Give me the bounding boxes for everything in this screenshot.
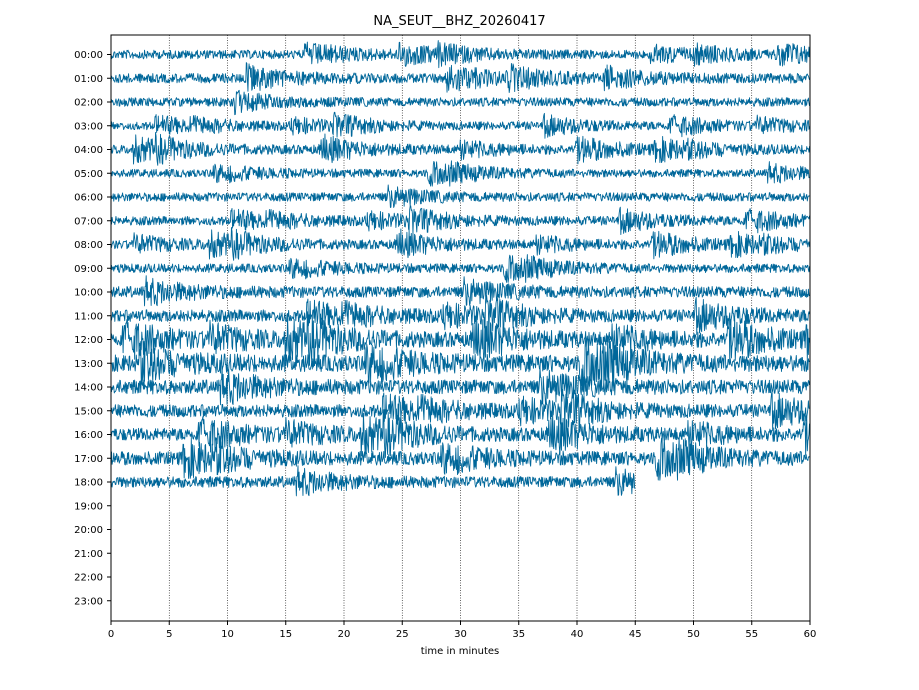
x-tick-label-9: 45 [629, 629, 642, 640]
y-tick-label-4: 04:00 [74, 145, 103, 156]
y-tick-label-10: 10:00 [74, 288, 103, 299]
trace-0900 [110, 254, 810, 283]
y-tick-label-5: 05:00 [74, 169, 103, 180]
x-tick-label-10: 50 [687, 629, 700, 640]
grid-lines [168, 35, 753, 621]
x-tick-label-0: 0 [108, 629, 114, 640]
trace-0700 [110, 205, 810, 235]
y-tick-label-20: 20:00 [74, 525, 103, 536]
y-tick-label-19: 19:00 [74, 501, 103, 512]
trace-0800 [110, 227, 810, 261]
trace-1800 [110, 465, 636, 497]
x-tick-label-8: 40 [571, 629, 584, 640]
y-tick-label-2: 02:00 [74, 98, 103, 109]
y-tick-label-21: 21:00 [74, 549, 103, 560]
y-tick-label-14: 14:00 [74, 383, 103, 394]
y-tick-label-18: 18:00 [74, 478, 103, 489]
x-tick-label-5: 25 [396, 629, 409, 640]
trace-0000 [110, 40, 810, 69]
trace-1600 [110, 409, 810, 458]
trace-1700 [110, 436, 810, 481]
y-tick-label-3: 03:00 [74, 121, 103, 132]
y-tick-label-8: 08:00 [74, 240, 103, 251]
y-tick-label-16: 16:00 [74, 430, 103, 441]
trace-1500 [110, 388, 810, 432]
trace-0500 [110, 160, 810, 187]
y-axis: 00:00 01:00 02:00 03:00 04:00 05:00 06:00 07:00… [74, 50, 111, 607]
x-tick-label-4: 20 [338, 629, 351, 640]
trace-1400 [110, 365, 810, 406]
chart-title: NA_SEUT__BHZ_20260417 [373, 14, 545, 29]
x-tick-label-2: 10 [221, 629, 234, 640]
trace-0100 [110, 62, 810, 93]
x-axis-label: time in minutes [421, 646, 500, 657]
x-axis: 0 5 10 15 20 25 30 35 40 45 50 55 60 [108, 621, 817, 640]
trace-1000 [110, 275, 810, 307]
trace-1200 [110, 311, 810, 366]
y-tick-label-23: 23:00 [74, 596, 103, 607]
trace-1100 [110, 295, 810, 335]
trace-0600 [110, 184, 810, 208]
trace-0300 [110, 111, 810, 139]
trace-0400 [110, 132, 810, 166]
y-tick-label-6: 06:00 [74, 193, 103, 204]
y-tick-label-12: 12:00 [74, 335, 103, 346]
x-tick-label-3: 15 [279, 629, 292, 640]
x-tick-label-6: 30 [454, 629, 467, 640]
x-tick-label-7: 35 [512, 629, 525, 640]
y-tick-label-17: 17:00 [74, 454, 103, 465]
y-tick-label-22: 22:00 [74, 573, 103, 584]
y-tick-label-0: 00:00 [74, 50, 103, 61]
trace-0200 [110, 89, 810, 116]
y-tick-label-13: 13:00 [74, 359, 103, 370]
y-tick-label-9: 09:00 [74, 264, 103, 275]
y-tick-label-7: 07:00 [74, 216, 103, 227]
y-tick-label-11: 11:00 [74, 311, 103, 322]
x-tick-label-1: 5 [166, 629, 172, 640]
y-tick-label-15: 15:00 [74, 406, 103, 417]
traces [110, 40, 810, 497]
trace-1300 [110, 336, 810, 391]
x-tick-label-12: 60 [804, 629, 817, 640]
y-tick-label-1: 01:00 [74, 74, 103, 85]
x-tick-label-11: 55 [745, 629, 758, 640]
